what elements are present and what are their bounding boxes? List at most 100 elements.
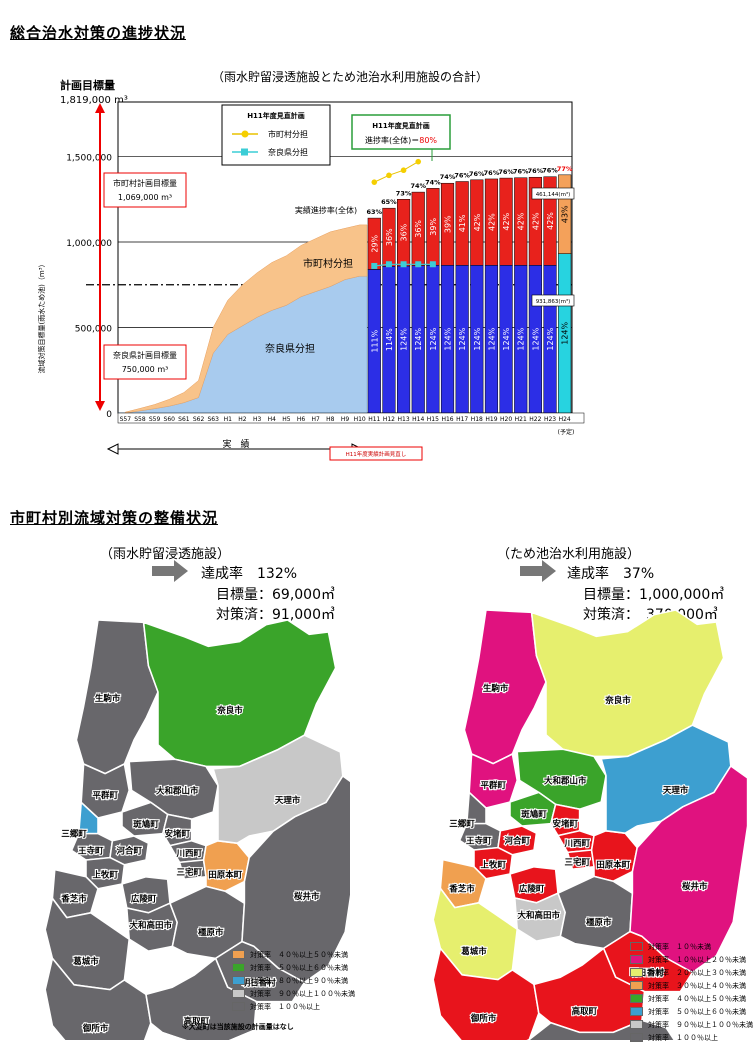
legend-label: 対策率 ４０％以上５０％未満 <box>648 994 746 1003</box>
bar-city <box>514 177 528 266</box>
legend-row: 対策率 １００％以上 <box>232 1000 355 1013</box>
x-tick-label: H14 <box>412 416 424 423</box>
yotei-label: (予定) <box>558 428 575 436</box>
x-tick-label: H24 <box>559 416 571 423</box>
legend-row: 対策率 ９０％以上１００％未満 <box>630 1018 753 1031</box>
map-label: 高取町 <box>184 1016 210 1027</box>
map-left-note: ※大淀町は当該施設の計画量はなし <box>182 1023 294 1031</box>
map-label: 河合町 <box>504 835 530 846</box>
bar-label-city: 43% <box>561 205 570 223</box>
bar-label-rate: 74% <box>440 173 456 181</box>
legend-row: 対策率 １０％以上２０％未満 <box>630 953 753 966</box>
plan-pref-marker <box>415 261 422 268</box>
map-label: 大和郡山市 <box>156 785 199 796</box>
x-tick-label: H3 <box>253 416 262 423</box>
right-rate-label: 達成率 <box>567 566 609 582</box>
map-label: 天理市 <box>663 785 689 796</box>
bar-label-rate: 76% <box>469 170 485 178</box>
map-label: 三宅町 <box>176 867 202 878</box>
section2-title: 市町村別流域対策の整備状況 <box>10 509 219 527</box>
map-left-legend: 対策率 ４０％以上５０％未満 対策率 ５０％以上６０％未満 対策率 ８０％以上９０％… <box>232 948 355 1013</box>
bar-city <box>484 178 499 266</box>
bar-label-pref: 124% <box>531 327 540 350</box>
bar-city <box>367 217 381 270</box>
left-arrow-icon <box>152 560 188 582</box>
map-region <box>533 947 646 1034</box>
bar-city <box>455 181 469 266</box>
map-label: 奈良市 <box>216 705 243 716</box>
map-label: 田原本町 <box>596 859 631 870</box>
map-label: 明日香村 <box>242 977 277 988</box>
left-rate-label: 達成率 <box>201 566 243 582</box>
legend-label: 対策率 １００％以上 <box>250 1002 320 1011</box>
bar-label-city: 41% <box>458 214 467 232</box>
map-label: 橿原市 <box>198 927 224 938</box>
map-label: 広陵町 <box>519 883 545 894</box>
map-region <box>432 947 540 1040</box>
map-label: 田原本町 <box>208 869 243 880</box>
map-label: 大和高田市 <box>130 920 173 931</box>
plan-city-marker <box>400 167 407 174</box>
legend-row: 対策率 ４０％以上５０％未満 <box>630 992 753 1005</box>
legend-label: 対策率 １００％以上 <box>648 1033 718 1042</box>
map-region <box>590 830 638 882</box>
x-tick-label: H6 <box>297 416 306 423</box>
map-region <box>516 748 607 810</box>
legend-row: 対策率 １００％以上 <box>630 1031 753 1044</box>
legend-swatch <box>630 994 643 1003</box>
x-tick-label: S60 <box>164 416 176 423</box>
plan-pref-marker <box>429 261 436 268</box>
map-label: 上牧町 <box>480 859 506 870</box>
legend-row: 対策率 ２０％以上３０％未満 <box>630 966 753 979</box>
bar-label-pref: 124% <box>473 327 482 350</box>
bar-label-city: 29% <box>370 234 379 252</box>
map-label: 桜井市 <box>682 881 708 892</box>
y-tick-label: 500,000 <box>75 325 112 335</box>
legend-swatch <box>232 1002 245 1011</box>
bar-label-city: 39% <box>444 215 453 233</box>
progress-chart: （雨水貯留浸透施設とため池治水利用施設の合計） 計画目標量 1,819,000 … <box>37 69 585 461</box>
map-label: 安堵町 <box>552 819 578 830</box>
map-region <box>550 803 581 837</box>
x-tick-label: S61 <box>178 416 190 423</box>
legend-swatch <box>630 1020 643 1029</box>
x-tick-label: H16 <box>441 416 453 423</box>
map-region <box>162 813 193 847</box>
legend-swatch <box>630 1007 643 1016</box>
legend-label: 対策率 ３０％以上４０％未満 <box>648 981 746 990</box>
callout-text: 進捗率(全体)＝ <box>365 135 419 145</box>
map-label: 王寺町 <box>78 845 104 856</box>
bar-label-rate: 63% <box>367 208 383 216</box>
y-tick-label: 1,000,000 <box>66 239 112 249</box>
x-tick-label: H17 <box>456 416 468 423</box>
map-label: 上牧町 <box>92 869 118 880</box>
chart-title: （雨水貯留浸透施設とため池治水利用施設の合計） <box>212 69 488 84</box>
map-region <box>145 957 258 1040</box>
map-label: 香芝市 <box>448 883 475 894</box>
left-done: 対策済：91,000㎥ <box>216 607 335 623</box>
x-tick-label: H1 <box>224 416 233 423</box>
y-top-value: 1,819,000 m³ <box>60 95 128 106</box>
map-label: 葛城市 <box>460 946 487 957</box>
legend-item-pref: 奈良県分担 <box>268 147 308 157</box>
map-label: 平群町 <box>480 780 506 791</box>
legend-label: 対策率 ５０％以上６０％未満 <box>250 963 348 972</box>
pref-target-label: 奈良県計画目標量 <box>113 350 177 360</box>
legend-row: 対策率 ５０％以上６０％未満 <box>232 961 355 974</box>
legend-row: 対策率 ８０％以上９０％未満 <box>232 974 355 987</box>
map-label: 高取町 <box>572 1006 598 1017</box>
map-label: 葛城市 <box>72 956 99 967</box>
map-label: 天理市 <box>275 795 301 806</box>
map-label: 三宅町 <box>564 857 590 868</box>
x-tick-label: H8 <box>326 416 335 423</box>
map-label: 大和郡山市 <box>544 775 587 786</box>
chart-axes: S57 S58 S59 S60 S61 S62 S63 H1 H2 H3 H4 H5 H6 H7 H8 H9 H… <box>117 412 585 424</box>
bar-label-rate: 76% <box>528 167 544 175</box>
h11-note: H11年度実績計画見直し <box>346 450 407 458</box>
x-tick-label: H22 <box>529 416 541 423</box>
y-top-label: 計画目標量 <box>60 78 115 92</box>
x-tick-label: H11 <box>368 416 380 423</box>
bar-city <box>440 182 455 266</box>
map-region <box>530 609 725 758</box>
